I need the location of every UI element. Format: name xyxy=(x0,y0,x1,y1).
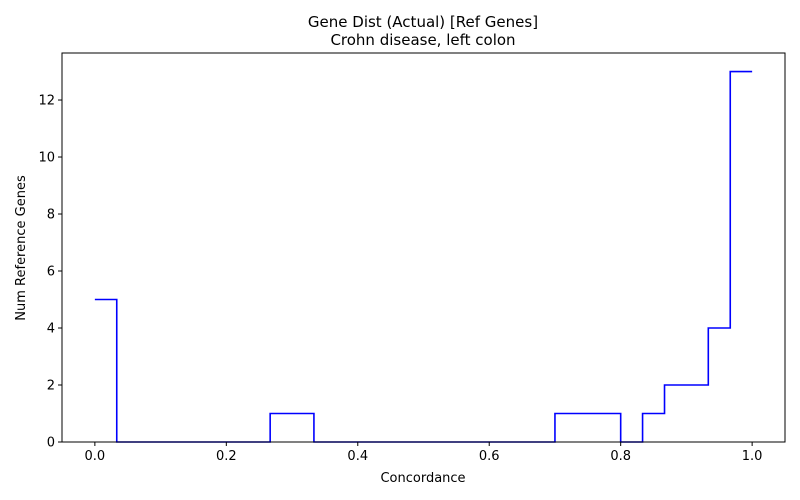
y-axis-label: Num Reference Genes xyxy=(14,175,29,321)
y-tick-label: 4 xyxy=(47,322,55,337)
x-axis-ticks: 0.0 0.2 0.4 0.6 0.8 1.0 xyxy=(85,442,763,464)
x-tick-label: 0.0 xyxy=(85,449,106,464)
y-tick-label: 2 xyxy=(47,379,55,394)
y-tick-label: 12 xyxy=(38,94,55,109)
y-tick-label: 6 xyxy=(47,265,55,280)
x-tick-label: 0.4 xyxy=(347,449,368,464)
chart-title: Gene Dist (Actual) [Ref Genes] xyxy=(308,13,538,31)
axes-frame xyxy=(61,52,786,443)
x-tick-label: 0.8 xyxy=(610,449,631,464)
chart-subtitle: Crohn disease, left colon xyxy=(330,31,515,49)
x-tick-label: 0.2 xyxy=(216,449,237,464)
x-tick-label: 1.0 xyxy=(742,449,763,464)
x-axis-label: Concordance xyxy=(380,471,465,486)
y-tick-label: 10 xyxy=(38,151,55,166)
y-axis-ticks: 0 2 4 6 8 10 12 xyxy=(38,94,62,451)
y-tick-label: 0 xyxy=(47,436,55,451)
x-tick-label: 0.6 xyxy=(479,449,500,464)
y-tick-label: 8 xyxy=(47,208,55,223)
